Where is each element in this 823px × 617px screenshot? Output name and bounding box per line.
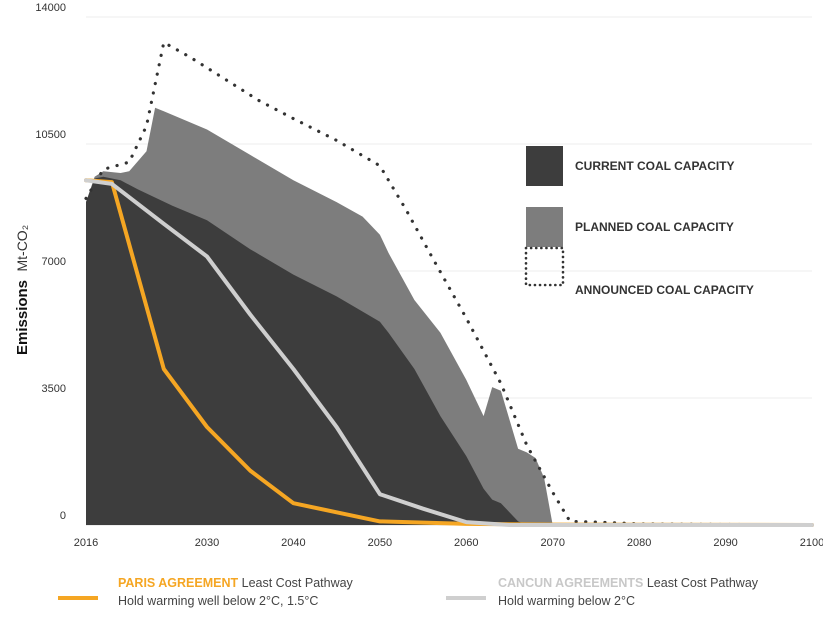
x-tick-2050: 2050 — [368, 537, 392, 549]
x-tick-2060: 2060 — [454, 537, 478, 549]
area-current-coal-capacity — [86, 176, 812, 525]
legend-label-planned-coal-capacity: PLANNED COAL CAPACITY — [575, 220, 734, 234]
chart-areas — [86, 107, 812, 525]
y-tick-10500: 10500 — [35, 129, 66, 141]
legend-swatch-current-coal-capacity — [526, 146, 563, 186]
x-tick-2016: 2016 — [74, 537, 98, 549]
x-tick-2100: 2100 — [800, 537, 823, 549]
legend-paris-highlight: PARIS AGREEMENT — [118, 576, 239, 590]
legend-paris-text: Least Cost Pathway — [238, 576, 353, 590]
line-cancun-agreements — [84, 178, 814, 527]
chart-lines — [84, 40, 814, 527]
y-axis-label-main: Emissions — [14, 280, 31, 355]
legend-cancun-line1: CANCUN AGREEMENTS Least Cost Pathway — [498, 574, 758, 592]
x-tick-2030: 2030 — [195, 537, 219, 549]
y-tick-0: 0 — [60, 510, 66, 522]
y-axis-label-unit: Mt-CO₂ — [14, 225, 30, 272]
legend-cancun-subtext: Hold warming below 2°C — [498, 594, 635, 608]
legend-paris-swatch — [58, 596, 98, 600]
y-tick-3500: 3500 — [42, 383, 66, 395]
emissions-chart: 0 3500 7000 10500 14000 2016 2030 2040 2050 2060… — [14, 2, 823, 549]
legend-paris: PARIS AGREEMENT Least Cost Pathway Hold … — [58, 574, 353, 610]
x-tick-2070: 2070 — [540, 537, 564, 549]
chart-legend: CURRENT COAL CAPACITY PLANNED COAL CAPACI… — [524, 146, 754, 297]
x-tick-2080: 2080 — [627, 537, 651, 549]
y-tick-14000: 14000 — [35, 2, 66, 14]
legend-label-announced-coal-capacity: ANNOUNCED COAL CAPACITY — [575, 283, 754, 297]
legend-label-current-coal-capacity: CURRENT COAL CAPACITY — [575, 159, 735, 173]
legend-cancun-text: Least Cost Pathway — [643, 576, 759, 590]
legend-paris-line1: PARIS AGREEMENT Least Cost Pathway — [118, 574, 353, 592]
legend-paris-subtext: Hold warming well below 2°C, 1.5°C — [118, 594, 319, 608]
y-axis-label: Emissions Mt-CO₂ — [14, 225, 31, 355]
legend-cancun-swatch — [446, 596, 486, 600]
y-tick-7000: 7000 — [42, 256, 66, 268]
legend-cancun-highlight: CANCUN AGREEMENTS — [498, 576, 644, 590]
legend-swatch-planned-coal-capacity — [526, 207, 563, 247]
x-tick-2090: 2090 — [713, 537, 737, 549]
x-tick-2040: 2040 — [281, 537, 305, 549]
y-axis-ticks: 0 3500 7000 10500 14000 — [35, 2, 66, 522]
legend-cancun: CANCUN AGREEMENTS Least Cost Pathway Hol… — [446, 574, 758, 610]
legend-swatch-announced-coal-capacity — [524, 246, 565, 287]
x-axis-ticks: 2016 2030 2040 2050 2060 2070 2080 2090 2100 — [74, 537, 823, 549]
